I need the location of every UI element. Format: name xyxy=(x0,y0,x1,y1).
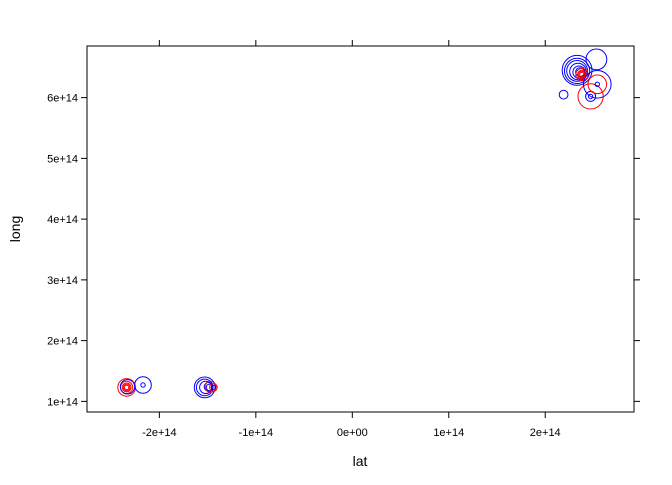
data-point xyxy=(594,81,600,88)
data-point xyxy=(205,383,214,392)
y-axis: 1e+14 2e+14 3e+14 4e+14 5e+14 6e+14 xyxy=(47,93,640,408)
y-tick-label: 4e+14 xyxy=(47,214,78,226)
y-tick-label: 6e+14 xyxy=(47,93,78,105)
y-axis-title: long xyxy=(7,216,23,242)
data-point xyxy=(587,93,594,100)
y-tick-label: 1e+14 xyxy=(47,396,78,408)
data-point xyxy=(585,48,608,71)
data-point xyxy=(558,89,569,100)
data-point xyxy=(587,74,608,95)
data-point xyxy=(579,71,585,78)
data-point xyxy=(578,70,586,79)
x-tick-label: 1e+14 xyxy=(433,427,464,439)
y-tick-label: 2e+14 xyxy=(47,336,78,348)
x-tick-label: -2e+14 xyxy=(142,427,177,439)
x-tick-label: -1e+14 xyxy=(239,427,274,439)
data-point xyxy=(123,384,130,391)
data-point xyxy=(583,70,612,99)
data-point xyxy=(134,376,152,394)
data-point xyxy=(122,383,131,392)
y-tick-label: 3e+14 xyxy=(47,275,78,287)
data-point xyxy=(577,69,587,80)
data-points xyxy=(117,48,612,399)
data-point xyxy=(121,382,132,393)
x-axis-title: lat xyxy=(353,453,368,469)
data-point xyxy=(199,380,213,394)
y-tick-label: 5e+14 xyxy=(47,153,78,165)
data-point xyxy=(209,383,218,392)
x-tick-label: 0e+00 xyxy=(337,427,368,439)
data-point xyxy=(210,384,217,391)
data-point xyxy=(566,60,588,82)
plot-frame xyxy=(86,45,635,413)
data-point xyxy=(140,382,146,388)
x-tick-label: 2e+14 xyxy=(530,427,561,439)
data-point xyxy=(564,57,591,85)
x-axis: -2e+14 -1e+14 0e+00 1e+14 2e+14 xyxy=(142,40,561,439)
data-point xyxy=(561,54,593,86)
